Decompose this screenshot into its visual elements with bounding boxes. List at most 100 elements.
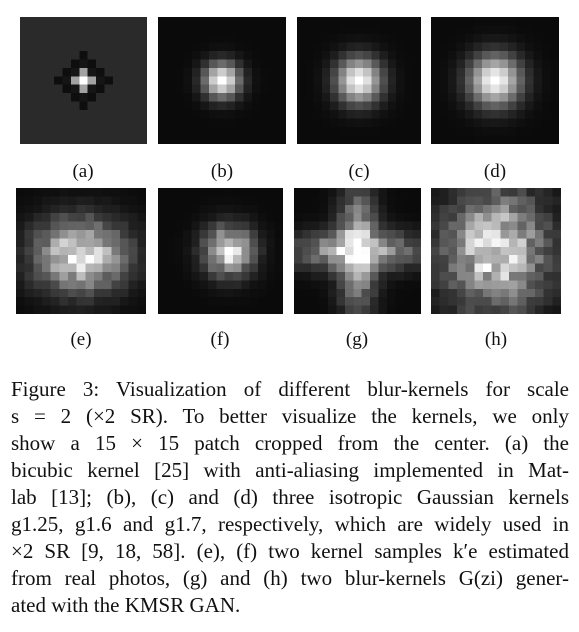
kernel-pixel — [16, 297, 25, 306]
kernel-pixel — [234, 17, 244, 26]
kernel-pixel — [344, 230, 354, 239]
kernel-pixel — [128, 213, 138, 222]
kernel-pixel — [258, 280, 267, 289]
kernel-pixel — [87, 101, 97, 111]
kernel-pixel — [550, 127, 559, 136]
kernel-pixel — [404, 196, 413, 205]
kernel-pixel — [243, 33, 253, 43]
kernel-pixel — [431, 25, 440, 35]
kernel-pixel — [387, 67, 397, 77]
kernel-pixel — [33, 204, 43, 214]
kernel-pixel — [533, 127, 543, 136]
kernel-pixel — [465, 238, 475, 247]
kernel-pixel — [175, 50, 184, 60]
kernel-pixel — [552, 221, 561, 231]
kernel-pixel — [482, 101, 491, 111]
kernel-pixel — [208, 288, 217, 298]
kernel-pixel — [395, 230, 405, 239]
kernel-pixel — [120, 255, 129, 264]
kernel-pixel — [474, 246, 484, 256]
kernel-pixel — [353, 280, 362, 289]
kernel-pixel — [258, 221, 267, 231]
kernel-pixel — [59, 272, 69, 281]
kernel-pixel — [387, 238, 396, 247]
kernel-pixel — [509, 288, 518, 298]
kernel-pixel — [533, 135, 543, 144]
kernel-pixel — [379, 101, 389, 111]
kernel-pixel — [412, 213, 421, 222]
kernel-pixel — [104, 84, 114, 94]
kernel-pixel — [226, 76, 235, 85]
kernel-pixel — [208, 204, 217, 214]
kernel-pixel — [483, 297, 492, 306]
kernel-pixel — [353, 188, 362, 197]
kernel-pixel — [94, 204, 103, 214]
kernel-pixel — [387, 84, 397, 94]
kernel-pixel — [297, 59, 306, 68]
kernel-pixel — [543, 246, 553, 256]
kernel-pixel — [509, 238, 518, 247]
kernel-pixel — [209, 93, 218, 102]
kernel-pixel — [226, 101, 235, 111]
kernel-pixel — [266, 238, 275, 247]
kernel-pixel — [234, 42, 244, 52]
kernel-pixel — [166, 246, 175, 256]
kernel-pixel — [200, 127, 210, 136]
kernel-pixel — [251, 42, 261, 52]
kernel-pixel — [128, 188, 138, 197]
kernel-pixel — [509, 272, 518, 281]
kernel-pixel — [137, 213, 146, 222]
kernel-pixel — [431, 59, 440, 68]
kernel-pixel — [474, 255, 484, 264]
kernel-pixel — [482, 135, 491, 144]
kernel-pixel — [209, 67, 218, 77]
kernel-pixel — [96, 42, 105, 52]
kernel-pixel — [50, 272, 60, 281]
kernel-pixel — [319, 297, 329, 306]
kernel-pixel — [24, 196, 34, 205]
kernel-pixel — [70, 127, 80, 136]
kernel-pixel — [552, 196, 561, 205]
kernel-pixel — [371, 50, 380, 60]
kernel-pixel — [68, 213, 77, 222]
kernel-pixel — [313, 17, 322, 26]
kernel-pixel — [412, 246, 421, 256]
label-b: (b) — [210, 161, 234, 182]
kernel-pixel — [76, 221, 86, 231]
kernel-pixel — [439, 196, 449, 205]
kernel-pixel — [404, 221, 413, 231]
kernel-pixel — [310, 305, 320, 314]
kernel-pixel — [431, 33, 440, 43]
kernel-pixel — [183, 33, 193, 43]
kernel-pixel — [507, 76, 517, 85]
kernel-pixel — [175, 76, 184, 85]
kernel-pixel — [85, 230, 95, 239]
kernel-pixel — [483, 246, 492, 256]
kernel-pixel — [68, 305, 77, 314]
kernel-pixel — [217, 76, 227, 85]
kernel-pixel — [42, 297, 51, 306]
kernel-pixel — [483, 255, 492, 264]
kernel-pixel — [234, 110, 244, 119]
kernel-pixel — [387, 230, 396, 239]
kernel-pixel — [243, 67, 253, 77]
kernel-pixel — [260, 25, 270, 35]
kernel-pixel — [361, 188, 371, 197]
kernel-pixel — [224, 204, 234, 214]
kernel-pixel — [76, 297, 86, 306]
kernel-pixel — [491, 221, 501, 231]
kernel-pixel — [130, 135, 139, 144]
kernel-pixel — [59, 280, 69, 289]
label-f: (f) — [210, 329, 230, 350]
kernel-pixel — [130, 25, 139, 35]
kernel-pixel — [344, 221, 354, 231]
kernel-pixel — [319, 272, 329, 281]
kernel-pixel — [499, 127, 508, 136]
kernel-pixel — [120, 204, 129, 214]
kernel-pixel — [533, 50, 543, 60]
kernel-pixel — [543, 230, 553, 239]
kernel-pixel — [217, 118, 227, 128]
kernel-pixel — [354, 33, 364, 43]
kernel-pixel — [509, 221, 518, 231]
kernel-pixel — [465, 33, 474, 43]
